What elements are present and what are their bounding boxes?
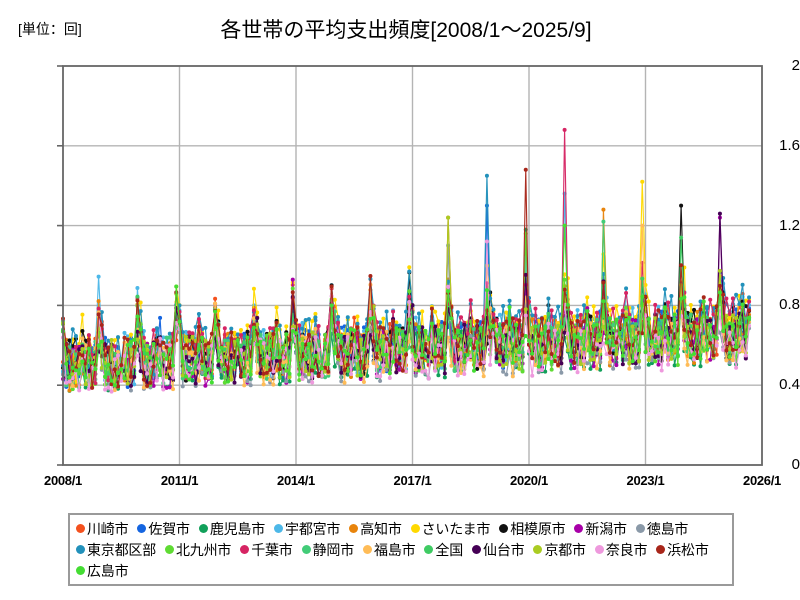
legend-color-dot-icon: [274, 524, 284, 533]
x-axis-tick-label: 2011/1: [160, 473, 199, 488]
legend-row: 川崎市 佐賀市 鹿児島市 宇都宮市 高知市 さいたま市 相模原市 新潟市 徳島市: [76, 518, 728, 539]
y-axis-tick-label: 1.6: [779, 136, 800, 154]
y-axis-tick-label: 2: [791, 57, 800, 74]
legend-item-新潟市[interactable]: 新潟市: [574, 520, 627, 537]
legend-color-dot-icon: [656, 545, 666, 554]
legend-label: 全国: [435, 541, 464, 558]
legend-item-全国[interactable]: 全国: [424, 543, 463, 557]
y-axis-unit-label: [単位：回]: [18, 21, 82, 37]
y-axis-tick-label: 0: [791, 456, 800, 473]
legend-label: 浜松市: [667, 541, 709, 558]
legend-item-奈良市[interactable]: 奈良市: [594, 541, 648, 558]
legend-row: 広島市: [76, 560, 728, 581]
legend-label: 東京都区部: [87, 541, 156, 558]
legend-color-dot-icon: [165, 545, 174, 554]
y-axis-tick-label: 1.2: [779, 216, 800, 234]
y-axis-tick-label: 0.4: [779, 376, 800, 394]
legend-item-北九州市[interactable]: 北九州市: [165, 543, 231, 557]
y-axis-tick-label: 0.8: [779, 296, 800, 314]
legend-color-dot-icon: [363, 545, 373, 554]
legend-item-浜松市[interactable]: 浜松市: [656, 541, 709, 558]
legend-item-千葉市[interactable]: 千葉市: [240, 541, 293, 558]
legend-label: 高知市: [360, 520, 402, 537]
x-axis-tick-label: 2023/1: [626, 473, 665, 488]
chart-title: 各世帯の平均支出頻度[2008/1～2025/9]: [220, 19, 592, 42]
legend-item-さいたま市[interactable]: さいたま市: [410, 520, 491, 537]
plot-area: [57, 65, 763, 466]
legend-color-dot-icon: [76, 566, 85, 575]
legend-label: 仙台市: [483, 541, 525, 558]
legend-item-佐賀市[interactable]: 佐賀市: [137, 520, 190, 537]
legend-item-相模原市[interactable]: 相模原市: [499, 520, 566, 537]
legend-color-dot-icon: [594, 545, 604, 554]
legend-color-dot-icon: [76, 524, 85, 533]
legend-item-東京都区部[interactable]: 東京都区部: [76, 543, 156, 557]
legend-label: 新潟市: [585, 520, 627, 537]
legend-label: 静岡市: [312, 541, 355, 558]
legend-label: 徳島市: [646, 520, 689, 537]
legend-label: 宇都宮市: [285, 520, 341, 537]
legend-label: 佐賀市: [148, 520, 190, 537]
legend-label: 京都市: [544, 541, 586, 558]
legend-label: 広島市: [87, 562, 129, 579]
legend-label: 相模原市: [510, 520, 566, 537]
legend-color-dot-icon: [240, 545, 250, 554]
legend-item-静岡市[interactable]: 静岡市: [301, 541, 355, 558]
legend-label: 川崎市: [87, 520, 129, 537]
legend-color-dot-icon: [635, 524, 645, 533]
x-axis-tick-label: 2020/1: [510, 473, 548, 488]
legend-color-dot-icon: [198, 524, 208, 533]
legend-item-仙台市[interactable]: 仙台市: [472, 541, 525, 558]
legend-color-dot-icon: [424, 545, 434, 554]
legend-color-dot-icon: [137, 524, 147, 533]
legend-color-dot-icon: [499, 524, 509, 533]
legend-color-dot-icon: [76, 545, 85, 554]
legend-label: 鹿児島市: [209, 520, 266, 537]
legend-color-dot-icon: [301, 545, 311, 554]
legend-color-dot-icon: [472, 545, 482, 554]
legend-color-dot-icon: [533, 545, 543, 554]
legend-color-dot-icon: [410, 524, 420, 533]
legend-color-dot-icon: [349, 524, 359, 533]
legend-item-川崎市[interactable]: 川崎市: [76, 520, 129, 537]
chart-legend: 川崎市 佐賀市 鹿児島市 宇都宮市 高知市 さいたま市 相模原市 新潟市 徳島市東京都区部 北九州…: [68, 513, 734, 586]
legend-item-京都市[interactable]: 京都市: [533, 541, 586, 558]
legend-item-宇都宮市[interactable]: 宇都宮市: [274, 522, 340, 536]
x-axis-tick-label: 2026/1: [743, 473, 781, 488]
legend-item-鹿児島市[interactable]: 鹿児島市: [198, 520, 266, 537]
legend-label: 奈良市: [605, 541, 648, 558]
legend-item-徳島市[interactable]: 徳島市: [635, 520, 689, 537]
x-axis-tick-label: 2008/1: [44, 473, 82, 488]
x-axis-tick-label: 2014/1: [277, 473, 315, 488]
legend-item-福島市[interactable]: 福島市: [363, 541, 416, 558]
legend-label: さいたま市: [421, 520, 491, 537]
legend-label: 福島市: [374, 541, 416, 558]
legend-label: 北九州市: [176, 541, 232, 558]
legend-item-広島市[interactable]: 広島市: [76, 562, 129, 579]
legend-label: 千葉市: [251, 541, 293, 558]
legend-color-dot-icon: [574, 524, 584, 533]
x-axis-tick-label: 2017/1: [393, 473, 432, 488]
line-chart-svg: [57, 65, 763, 466]
legend-row: 東京都区部 北九州市 千葉市 静岡市 福島市 全国 仙台市 京都市 奈良市 浜松市: [76, 539, 728, 560]
legend-item-高知市[interactable]: 高知市: [349, 520, 402, 537]
